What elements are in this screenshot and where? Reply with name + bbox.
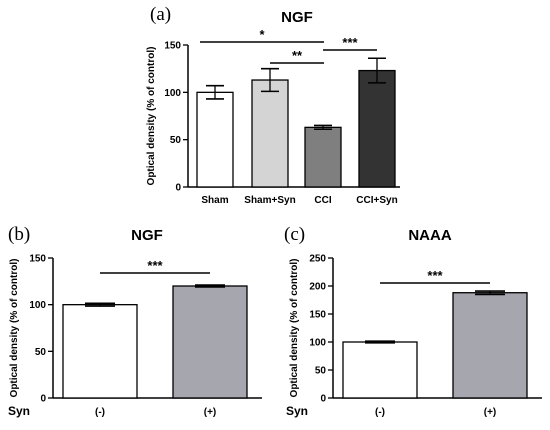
category-label: (+) [484, 407, 497, 418]
chart-panel-b: (b) NGF 0 50 100 150 Optical density (% of con… [8, 224, 262, 418]
chart-panel-a: (a) NGF 0 50 100 150 Optical density (% of con… [146, 4, 400, 206]
y-tick-label: 50 [315, 366, 327, 377]
chart-title: NGF [131, 227, 163, 244]
y-axis-label: Optical density (% of control) [9, 259, 20, 398]
y-tick-label: 0 [40, 394, 46, 405]
y-tick-label: 100 [309, 338, 326, 349]
category-label: (+) [204, 407, 217, 418]
bar-0 [342, 341, 418, 399]
group-label: Syn [286, 404, 308, 418]
y-tick-label: 100 [29, 300, 46, 311]
bar-0 [62, 304, 138, 399]
panel-letter: (c) [284, 224, 305, 245]
y-axis-label: Optical density (% of control) [289, 259, 300, 398]
bar-1 [251, 79, 289, 188]
significance-label: *** [147, 258, 163, 273]
significance-label: *** [427, 268, 443, 283]
panel-letter: (b) [8, 224, 30, 245]
bar-2 [304, 126, 342, 188]
y-tick-label: 150 [309, 310, 326, 321]
chart-panel-c: (c) NAAA 0 50 100 150 200 250 Optical density (%… [284, 224, 542, 418]
y-tick-label: 0 [175, 183, 181, 194]
y-tick-label: 50 [35, 347, 47, 358]
chart-title: NGF [281, 9, 313, 26]
y-tick-label: 150 [29, 254, 46, 265]
significance-label: *** [342, 35, 358, 50]
y-tick-label: 100 [164, 88, 181, 99]
chart-title: NAAA [408, 227, 451, 244]
bar-0 [196, 91, 234, 188]
bar-1 [452, 292, 528, 399]
panel-letter: (a) [150, 4, 171, 25]
y-axis-label: Optical density (% of control) [146, 47, 157, 186]
category-label: CCI [314, 195, 331, 206]
y-tick-label: 250 [309, 254, 326, 265]
category-label: CCI+Syn [356, 195, 397, 206]
category-label: (-) [95, 407, 105, 418]
category-label: Sham+Syn [244, 195, 295, 206]
y-tick-label: 200 [309, 282, 326, 293]
category-label: (-) [375, 407, 385, 418]
y-tick-label: 50 [170, 135, 182, 146]
bar-3 [358, 69, 396, 188]
bar-1 [172, 285, 248, 399]
category-label: Sham [201, 195, 228, 206]
significance-label: * [259, 27, 265, 42]
significance-label: ** [292, 48, 303, 63]
y-tick-label: 150 [164, 41, 181, 52]
y-tick-label: 0 [320, 394, 326, 405]
group-label: Syn [8, 404, 30, 418]
